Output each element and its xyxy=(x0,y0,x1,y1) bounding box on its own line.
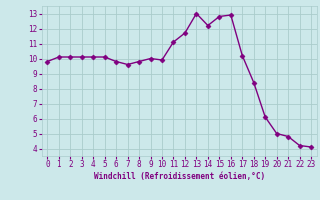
X-axis label: Windchill (Refroidissement éolien,°C): Windchill (Refroidissement éolien,°C) xyxy=(94,172,265,181)
